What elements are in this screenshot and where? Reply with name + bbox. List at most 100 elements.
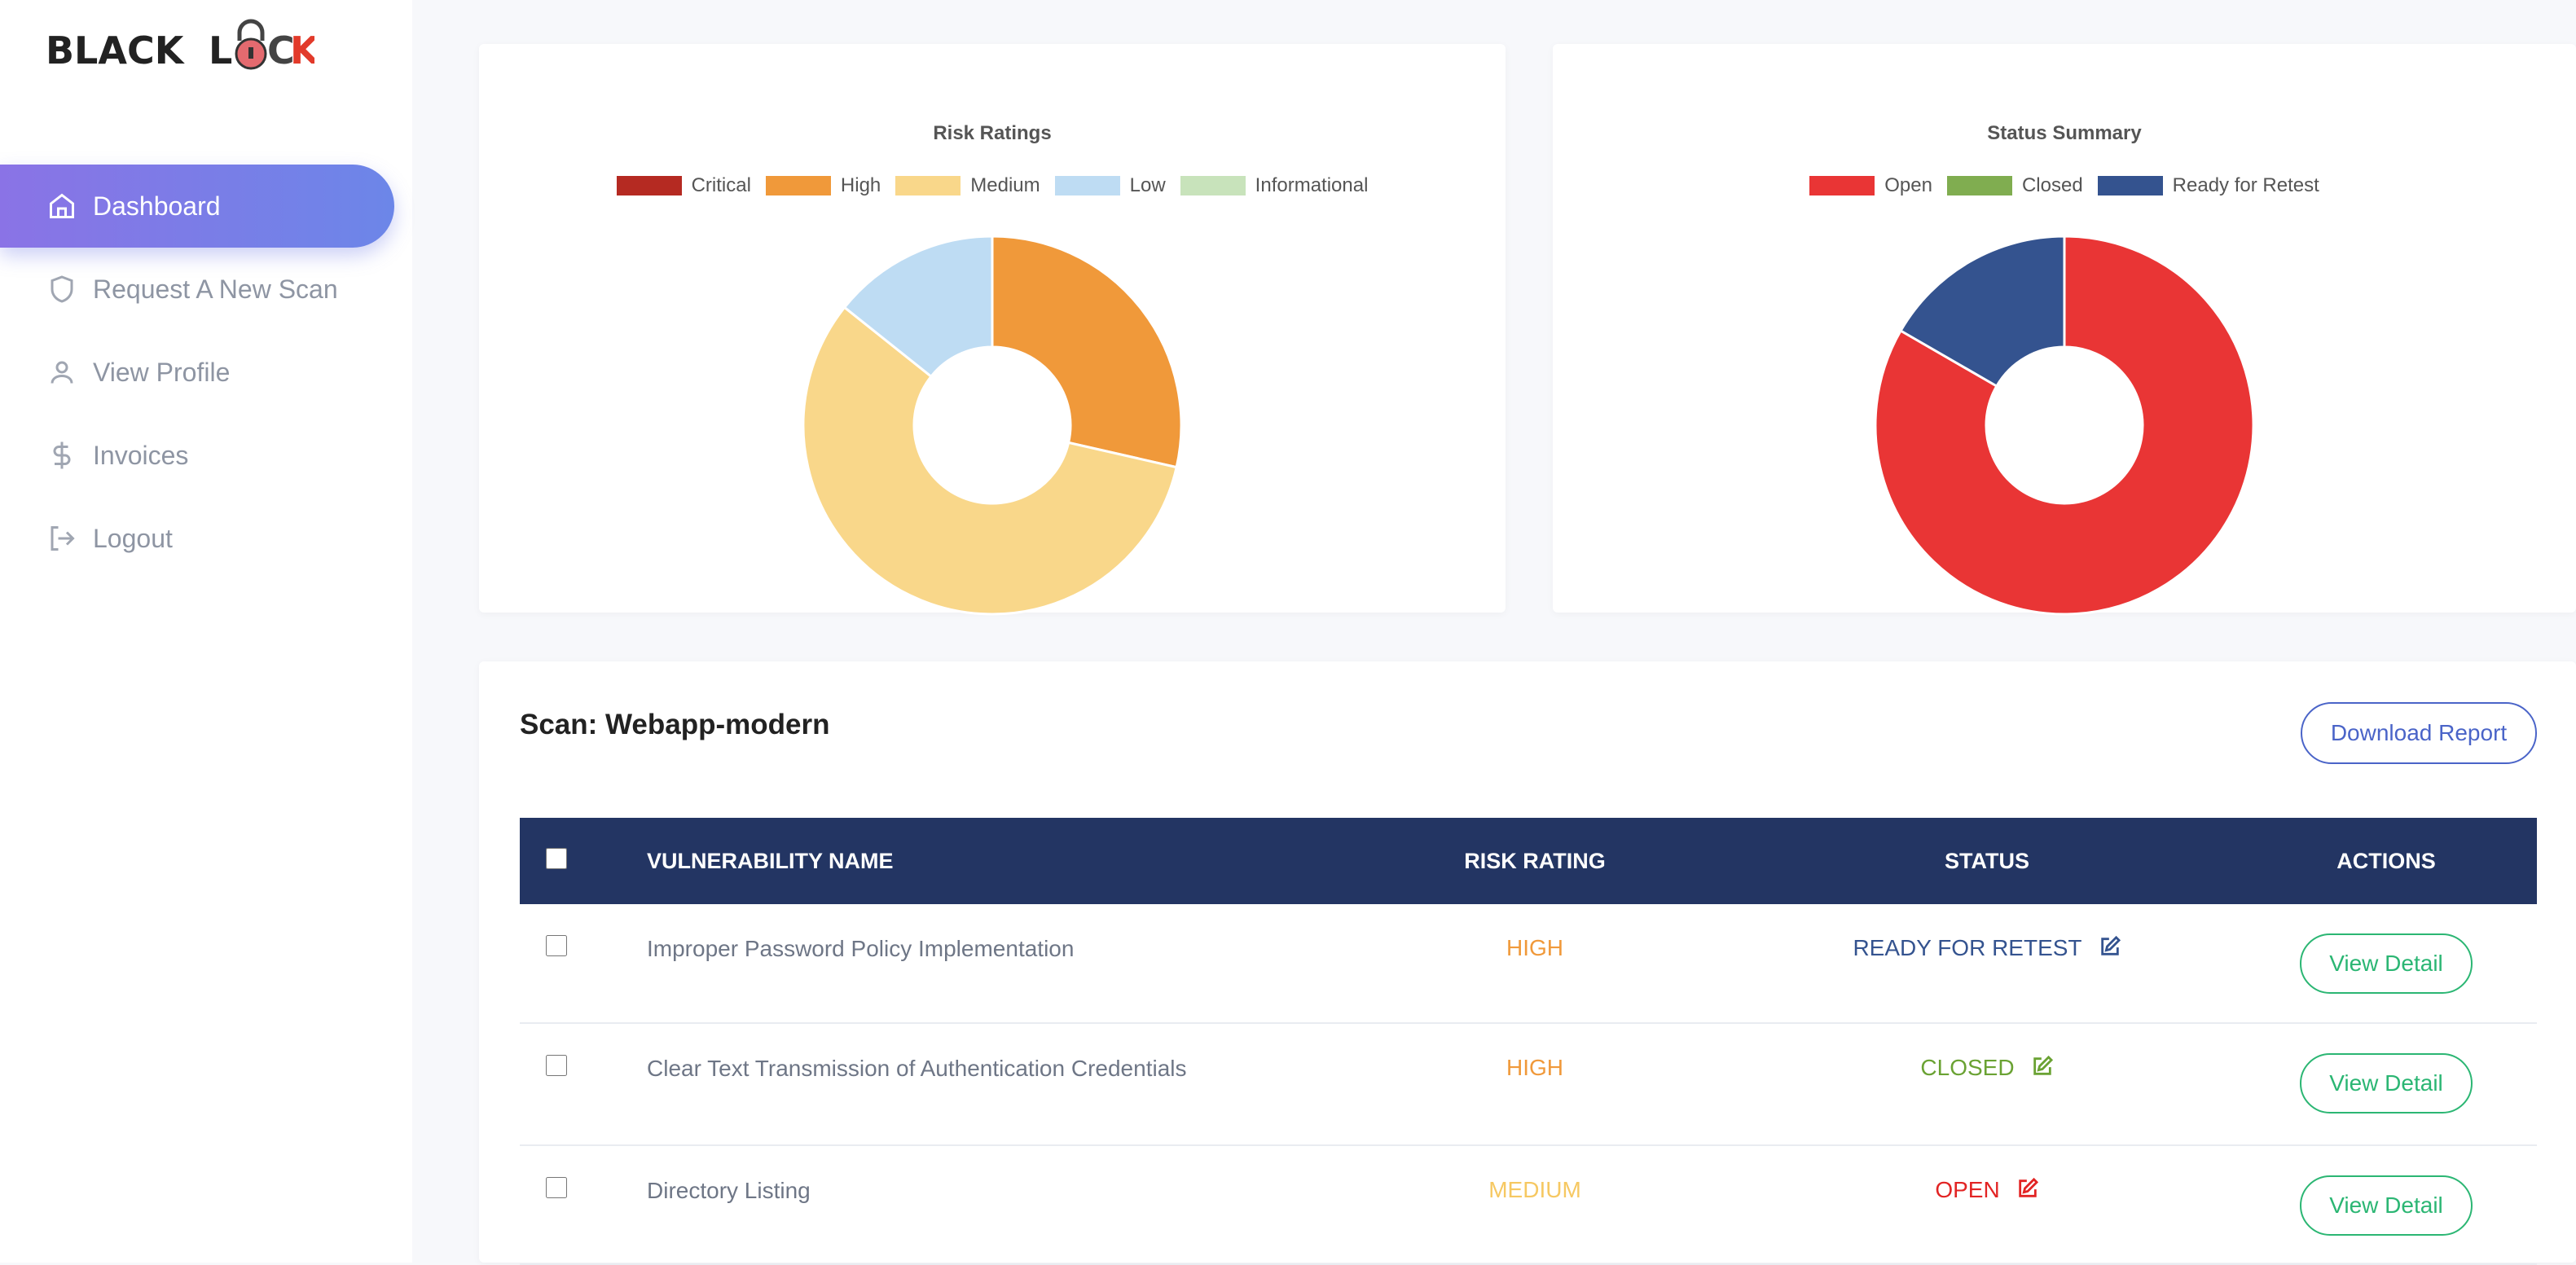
row-checkbox[interactable] — [546, 1177, 567, 1198]
row-select-cell — [520, 904, 647, 1024]
legend-item[interactable]: Open — [1809, 174, 1932, 197]
risk-rating: HIGH — [1331, 1023, 1739, 1146]
vulnerability-table: VULNERABILITY NAME RISK RATING STATUS AC… — [520, 818, 2537, 1265]
column-header-status[interactable]: STATUS — [1945, 848, 2029, 873]
risk-rating: MEDIUM — [1331, 1145, 1739, 1265]
edit-status-icon[interactable] — [2099, 935, 2121, 964]
view-detail-button[interactable]: View Detail — [2300, 933, 2473, 994]
svg-text:L: L — [209, 29, 232, 72]
legend-item[interactable]: Ready for Retest — [2097, 174, 2319, 197]
status-text: READY FOR RETEST — [1853, 935, 2082, 960]
table-row: Directory Listing MEDIUM OPEN View Detai… — [520, 1145, 2537, 1265]
edit-status-icon[interactable] — [2031, 1055, 2054, 1083]
legend-label: Closed — [2021, 174, 2083, 196]
table-header-row: VULNERABILITY NAME RISK RATING STATUS AC… — [520, 818, 2537, 904]
table-row: Improper Password Policy Implementation … — [520, 904, 2537, 1024]
legend-label: Critical — [691, 174, 751, 196]
vulnerability-name: Clear Text Transmission of Authenticatio… — [647, 1023, 1331, 1146]
row-checkbox[interactable] — [546, 1055, 567, 1076]
actions-cell: View Detail — [2235, 1023, 2537, 1146]
sidebar-nav: Dashboard Request A New Scan View Profil… — [0, 165, 394, 580]
black-lock-logo: BLACK L C K — [46, 19, 314, 72]
vulnerability-name: Improper Password Policy Implementation — [647, 904, 1331, 1024]
legend-item[interactable]: High — [765, 174, 881, 197]
risk-ratings-card: Risk Ratings Critical High Medium Low Inform… — [479, 44, 1506, 616]
status-summary-donut — [1874, 235, 2255, 616]
actions-cell: View Detail — [2235, 904, 2537, 1024]
row-checkbox[interactable] — [546, 935, 567, 956]
column-header-name[interactable]: VULNERABILITY NAME — [647, 848, 894, 873]
status-cell: CLOSED — [1739, 1023, 2235, 1146]
chart-title: Risk Ratings — [933, 122, 1052, 144]
legend-label: High — [840, 174, 881, 196]
donut-slice-high[interactable] — [991, 235, 1183, 469]
legend-label: Medium — [970, 174, 1040, 196]
chart-title: Status Summary — [1987, 122, 2142, 144]
legend-label: Ready for Retest — [2172, 174, 2319, 196]
legend-label: Informational — [1255, 174, 1369, 196]
legend-item[interactable]: Informational — [1180, 174, 1369, 197]
select-all-checkbox[interactable] — [546, 847, 567, 869]
legend-swatch — [895, 176, 961, 195]
sidebar-item-label: Invoices — [93, 440, 189, 470]
sidebar-item-logout[interactable]: Logout — [0, 497, 394, 580]
status-cell: READY FOR RETEST — [1739, 904, 2235, 1024]
chart-legend: Open Closed Ready for Retest — [1553, 174, 2576, 197]
home-icon — [46, 190, 78, 222]
edit-status-icon[interactable] — [2016, 1177, 2039, 1206]
scan-title: Scan: Webapp-modern — [520, 709, 830, 740]
donut-slice-ready-for-retest[interactable] — [1899, 235, 2066, 389]
sidebar-item-request-scan[interactable]: Request A New Scan — [0, 248, 394, 331]
legend-swatch — [2097, 176, 2163, 195]
select-all-cell — [520, 818, 647, 904]
row-select-cell — [520, 1145, 647, 1265]
legend-swatch — [616, 176, 682, 195]
column-header-risk[interactable]: RISK RATING — [1464, 848, 1606, 873]
sidebar: BLACK L C K Dashboard Request A New Scan — [0, 0, 412, 1263]
legend-item[interactable]: Low — [1054, 174, 1166, 197]
legend-swatch — [1809, 176, 1875, 195]
svg-text:C: C — [267, 29, 295, 72]
legend-swatch — [1054, 176, 1120, 195]
column-header-actions: ACTIONS — [2336, 848, 2436, 873]
svg-text:BLACK: BLACK — [46, 29, 186, 72]
donut-slice-medium[interactable] — [802, 305, 1178, 616]
svg-text:K: K — [290, 29, 314, 72]
legend-label: Open — [1884, 174, 1932, 196]
row-select-cell — [520, 1023, 647, 1146]
logout-icon — [46, 522, 78, 555]
status-text: CLOSED — [1920, 1055, 2015, 1080]
legend-item[interactable]: Critical — [616, 174, 751, 197]
chart-legend: Critical High Medium Low Informational — [479, 174, 1506, 197]
donut-slice-low[interactable] — [842, 235, 994, 379]
legend-item[interactable]: Closed — [1946, 174, 2083, 197]
dollar-icon — [46, 439, 78, 472]
sidebar-item-invoices[interactable]: Invoices — [0, 414, 394, 497]
legend-label: Low — [1129, 174, 1166, 196]
legend-swatch — [765, 176, 831, 195]
sidebar-item-label: View Profile — [93, 357, 231, 387]
actions-cell: View Detail — [2235, 1145, 2537, 1265]
legend-item[interactable]: Medium — [895, 174, 1040, 197]
scan-card: Scan: Webapp-modern Download Report VULN… — [479, 661, 2576, 1265]
view-detail-button[interactable]: View Detail — [2300, 1053, 2473, 1113]
logo[interactable]: BLACK L C K — [46, 16, 314, 73]
legend-swatch — [1946, 176, 2012, 195]
status-cell: OPEN — [1739, 1145, 2235, 1265]
vulnerability-name: Directory Listing — [647, 1145, 1331, 1265]
status-text: OPEN — [1935, 1177, 2000, 1202]
user-icon — [46, 356, 78, 389]
risk-rating: HIGH — [1331, 904, 1739, 1024]
donut-slice-open[interactable] — [1874, 235, 2255, 616]
status-summary-card: Status Summary Open Closed Ready for Retes… — [1553, 44, 2576, 616]
table-row: Clear Text Transmission of Authenticatio… — [520, 1023, 2537, 1146]
risk-ratings-donut — [802, 235, 1183, 616]
shield-icon — [46, 273, 78, 305]
download-report-button[interactable]: Download Report — [2301, 702, 2537, 764]
sidebar-item-view-profile[interactable]: View Profile — [0, 331, 394, 414]
view-detail-button[interactable]: View Detail — [2300, 1175, 2473, 1236]
sidebar-item-label: Dashboard — [93, 191, 221, 221]
sidebar-item-dashboard[interactable]: Dashboard — [0, 165, 394, 248]
sidebar-item-label: Request A New Scan — [93, 274, 338, 304]
legend-swatch — [1180, 176, 1246, 195]
